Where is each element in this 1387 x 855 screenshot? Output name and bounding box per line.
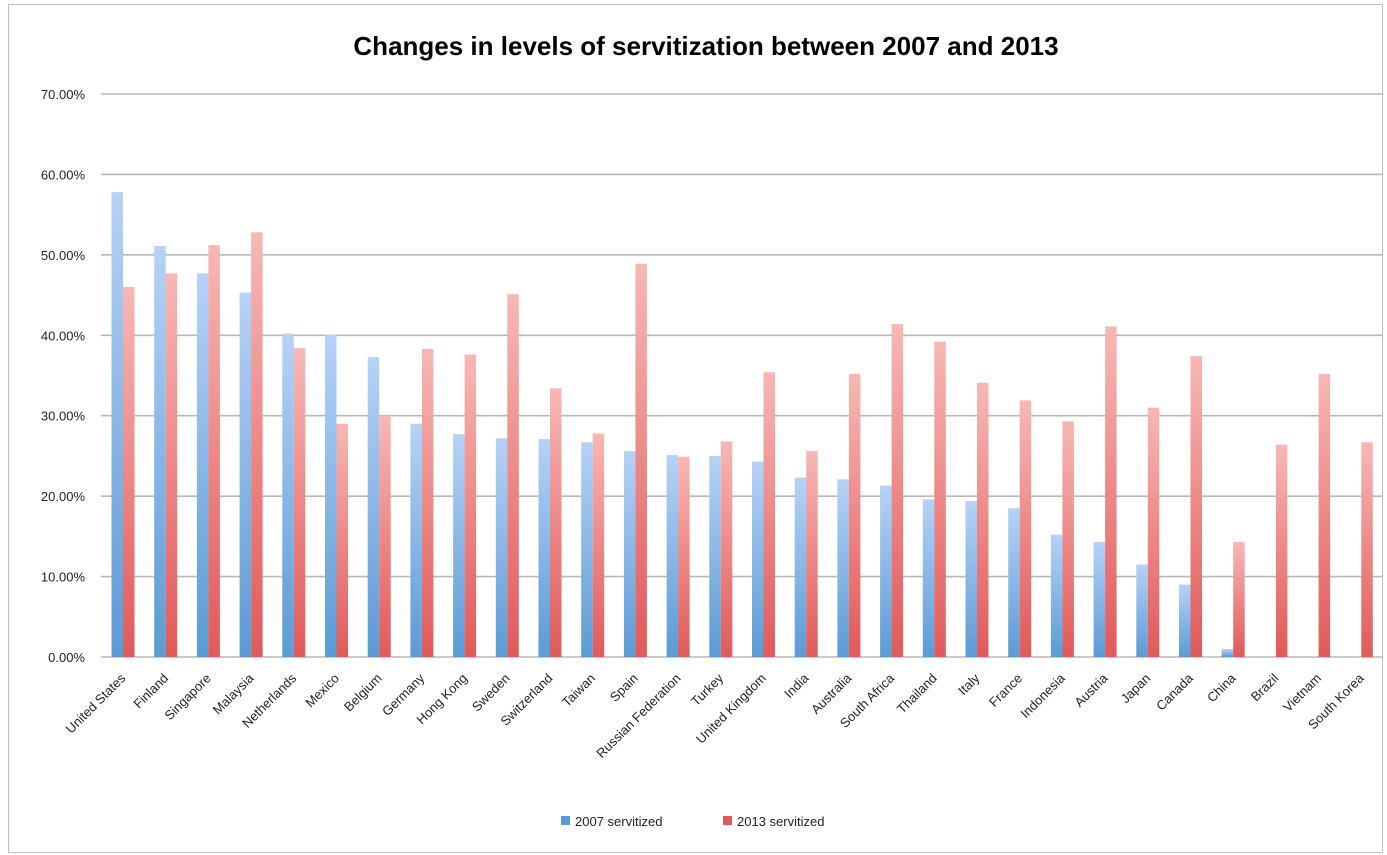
x-tick-label: India (781, 670, 812, 701)
bar-2013 (1318, 373, 1331, 657)
bar-2013 (977, 382, 989, 657)
bar-2013 (421, 348, 434, 657)
y-tick-label: 50.00% (41, 248, 86, 263)
x-tick-label: Thailand (894, 671, 940, 717)
bar-2013 (550, 388, 562, 657)
bar-2013 (891, 324, 904, 657)
bar-2007 (794, 477, 807, 657)
chart-title: Changes in levels of servitization betwe… (353, 31, 1058, 61)
bar-2007 (1008, 508, 1020, 657)
x-tick-label: United States (63, 670, 129, 736)
x-tick-label: Austria (1071, 670, 1111, 710)
legend-label: 2013 servitized (737, 814, 824, 829)
x-tick-label: Brazil (1248, 670, 1282, 704)
bar-2007 (1093, 541, 1106, 657)
bar-2013 (1361, 442, 1373, 657)
bar-2013 (336, 423, 348, 657)
y-tick-label: 70.00% (41, 87, 86, 102)
bar-2007 (581, 442, 593, 657)
y-tick-label: 40.00% (41, 328, 86, 343)
bar-2007 (325, 334, 337, 657)
x-tick-label: Turkey (688, 670, 727, 709)
bar-2007 (965, 500, 977, 657)
y-tick-label: 20.00% (41, 489, 86, 504)
bar-2007 (196, 273, 209, 657)
bar-2007 (1221, 648, 1234, 657)
legend-label: 2007 servitized (575, 814, 662, 829)
bar-2007 (239, 292, 252, 657)
bar-chart: Changes in levels of servitization betwe… (41, 31, 1382, 829)
bar-2007 (1050, 534, 1063, 657)
x-tick-label: Canada (1153, 670, 1196, 713)
bar-2013 (1062, 421, 1074, 657)
bar-2013 (678, 456, 690, 657)
bar-2013 (934, 341, 946, 657)
x-tick-label: Belgium (341, 671, 385, 715)
gridlines (101, 93, 1382, 658)
x-tick-label: China (1204, 670, 1239, 705)
bar-2007 (752, 461, 764, 657)
bar-2007 (154, 246, 166, 657)
x-tick-label: Japan (1118, 671, 1154, 707)
bar-2007 (623, 451, 636, 657)
x-tick-label: Singapore (161, 671, 214, 724)
bar-2007 (666, 455, 679, 657)
x-tick-label: Sweden (469, 671, 513, 715)
bar-2013 (806, 451, 818, 657)
y-tick-label: 0.00% (48, 650, 85, 665)
x-tick-label: Taiwan (559, 671, 598, 710)
bar-2013 (1019, 400, 1032, 657)
bar-2013 (1147, 407, 1160, 657)
bar-2007 (1136, 564, 1148, 657)
x-tick-label: France (986, 671, 1025, 710)
bar-2013 (251, 232, 263, 657)
bar-2013 (123, 287, 135, 657)
bar-2013 (720, 441, 733, 657)
x-tick-label: Spain (607, 671, 641, 705)
bar-2007 (367, 357, 380, 657)
bar-2013 (1233, 541, 1245, 657)
bar-2007 (410, 423, 422, 657)
bar-2013 (1190, 356, 1202, 657)
bar-2007 (282, 333, 294, 657)
bar-2013 (1275, 444, 1288, 657)
bar-2013 (507, 294, 519, 657)
bar-2007 (880, 485, 892, 657)
bar-2007 (922, 499, 935, 657)
y-tick-label: 10.00% (41, 570, 86, 585)
bars (111, 192, 1373, 657)
bar-2007 (538, 439, 550, 657)
bar-2013 (592, 433, 605, 657)
bar-2013 (165, 273, 178, 657)
bar-2013 (635, 263, 647, 657)
chart-frame: Changes in levels of servitization betwe… (8, 4, 1383, 853)
x-tick-label: Finland (130, 671, 171, 712)
bar-2007 (111, 192, 123, 657)
y-tick-label: 30.00% (41, 409, 86, 424)
x-tick-label: Mexico (302, 671, 342, 711)
bar-2013 (464, 354, 477, 657)
bar-2007 (1179, 584, 1191, 657)
x-tick-label: Russian Federation (593, 671, 683, 761)
bar-2013 (208, 245, 220, 657)
legend-swatch (723, 816, 732, 825)
bar-2007 (495, 438, 508, 657)
bar-2013 (293, 348, 306, 657)
bar-2013 (379, 415, 391, 657)
bar-2007 (453, 434, 465, 657)
x-tick-label: Italy (955, 670, 983, 698)
bar-2007 (837, 479, 849, 657)
legend: 2007 servitized 2013 servitized (561, 814, 824, 829)
x-tick-label: Indonesia (1017, 670, 1068, 721)
bar-2013 (763, 372, 775, 657)
bar-2007 (709, 455, 721, 657)
legend-swatch (561, 816, 570, 825)
y-tick-label: 60.00% (41, 167, 86, 182)
x-axis: United States FinlandSingaporeMalaysiaNet… (63, 670, 1368, 761)
bar-2013 (1105, 326, 1117, 657)
y-axis: 0.00% 10.00% 20.00% 30.00% 40.00% 50.00% 60.00… (41, 87, 86, 665)
bar-2013 (848, 373, 861, 657)
